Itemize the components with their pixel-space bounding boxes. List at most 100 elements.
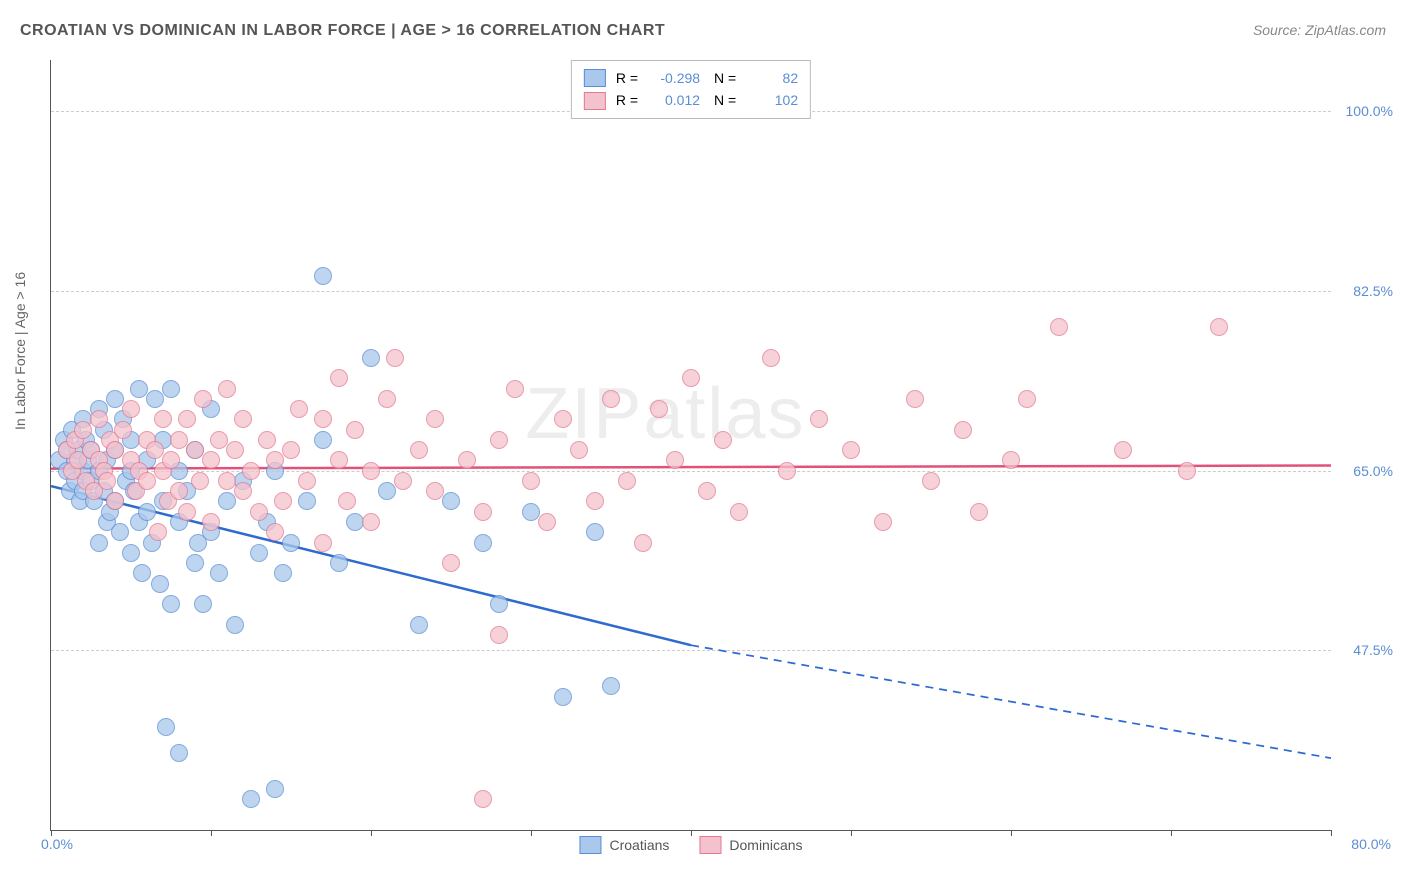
data-point: [666, 451, 684, 469]
data-point: [362, 349, 380, 367]
data-point: [191, 472, 209, 490]
legend-label-croatians: Croatians: [609, 837, 669, 853]
data-point: [186, 441, 204, 459]
data-point: [298, 472, 316, 490]
swatch-croatians-bottom: [579, 836, 601, 854]
data-point: [314, 431, 332, 449]
data-point: [362, 462, 380, 480]
data-point: [698, 482, 716, 500]
data-point: [458, 451, 476, 469]
data-point: [1114, 441, 1132, 459]
data-point: [634, 534, 652, 552]
data-point: [234, 410, 252, 428]
x-axis-origin-label: 0.0%: [41, 836, 73, 852]
data-point: [522, 503, 540, 521]
x-axis-max-label: 80.0%: [1351, 836, 1391, 852]
data-point: [130, 380, 148, 398]
legend-item-dominicans: Dominicans: [699, 836, 802, 854]
data-point: [522, 472, 540, 490]
data-point: [274, 492, 292, 510]
data-point: [298, 492, 316, 510]
data-point: [122, 400, 140, 418]
data-point: [410, 441, 428, 459]
data-point: [178, 410, 196, 428]
x-tick: [371, 830, 372, 836]
data-point: [146, 390, 164, 408]
data-point: [314, 267, 332, 285]
data-point: [202, 451, 220, 469]
data-point: [282, 534, 300, 552]
data-point: [314, 534, 332, 552]
data-point: [122, 544, 140, 562]
data-point: [602, 390, 620, 408]
data-point: [330, 554, 348, 572]
x-tick: [211, 830, 212, 836]
data-point: [90, 534, 108, 552]
data-point: [378, 390, 396, 408]
data-point: [1210, 318, 1228, 336]
data-point: [338, 492, 356, 510]
data-point: [149, 523, 167, 541]
data-point: [378, 482, 396, 500]
data-point: [874, 513, 892, 531]
data-point: [218, 472, 236, 490]
data-point: [346, 421, 364, 439]
data-point: [842, 441, 860, 459]
data-point: [218, 492, 236, 510]
data-point: [106, 492, 124, 510]
data-point: [98, 472, 116, 490]
swatch-dominicans-bottom: [699, 836, 721, 854]
x-tick: [51, 830, 52, 836]
data-point: [650, 400, 668, 418]
data-point: [922, 472, 940, 490]
data-point: [170, 482, 188, 500]
y-tick-label: 47.5%: [1338, 642, 1393, 658]
data-point: [202, 513, 220, 531]
data-point: [490, 626, 508, 644]
n-value-croatians: 82: [750, 67, 798, 89]
data-point: [162, 451, 180, 469]
data-point: [442, 554, 460, 572]
data-point: [154, 410, 172, 428]
data-point: [778, 462, 796, 480]
r-value-croatians: -0.298: [652, 67, 700, 89]
data-point: [90, 410, 108, 428]
data-point: [314, 410, 332, 428]
data-point: [111, 523, 129, 541]
data-point: [74, 421, 92, 439]
data-point: [330, 451, 348, 469]
data-point: [730, 503, 748, 521]
data-point: [762, 349, 780, 367]
x-tick: [691, 830, 692, 836]
data-point: [442, 492, 460, 510]
data-point: [906, 390, 924, 408]
data-point: [162, 380, 180, 398]
data-point: [474, 503, 492, 521]
data-point: [538, 513, 556, 531]
x-tick: [1011, 830, 1012, 836]
data-point: [170, 744, 188, 762]
data-point: [138, 503, 156, 521]
r-value-dominicans: 0.012: [652, 89, 700, 111]
data-point: [266, 780, 284, 798]
data-point: [133, 564, 151, 582]
data-point: [602, 677, 620, 695]
data-point: [226, 441, 244, 459]
data-point: [170, 431, 188, 449]
legend-item-croatians: Croatians: [579, 836, 669, 854]
data-point: [1178, 462, 1196, 480]
data-point: [151, 575, 169, 593]
data-point: [106, 441, 124, 459]
y-tick-label: 82.5%: [1338, 283, 1393, 299]
data-point: [242, 790, 260, 808]
data-point: [362, 513, 380, 531]
data-point: [106, 390, 124, 408]
data-point: [282, 441, 300, 459]
data-point: [586, 492, 604, 510]
data-point: [490, 431, 508, 449]
x-tick: [1331, 830, 1332, 836]
data-point: [194, 595, 212, 613]
data-point: [618, 472, 636, 490]
data-point: [586, 523, 604, 541]
data-point: [954, 421, 972, 439]
